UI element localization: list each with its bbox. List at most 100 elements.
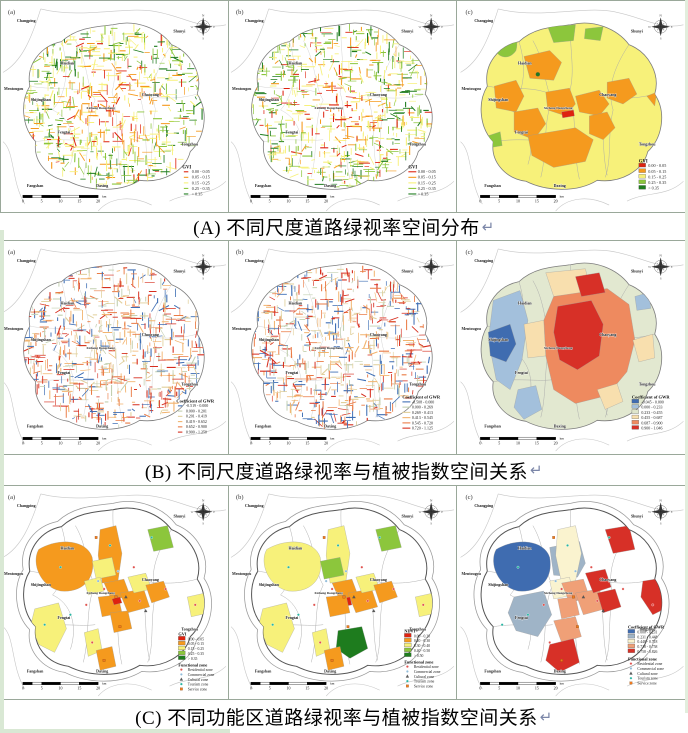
district-label: Daxing <box>324 423 336 428</box>
district-label: Fangshan <box>27 668 44 673</box>
svg-text:Cultural zone: Cultural zone <box>188 678 209 682</box>
svg-text:5: 5 <box>41 441 43 446</box>
compass-icon: N E S W <box>648 14 673 41</box>
svg-text:km: km <box>102 682 107 686</box>
district-label: Haidian <box>518 545 532 550</box>
outer-boundary <box>16 501 212 682</box>
district-label: Mentougou <box>4 86 24 91</box>
svg-text:> 0.35: > 0.35 <box>648 185 659 190</box>
svg-text:S: S <box>430 277 432 281</box>
district-boundaries <box>257 24 426 180</box>
svg-text:Coefficient of GWR: Coefficient of GWR <box>632 395 671 400</box>
figure-row-B: Changping Shunyi Haidian Mentougou Shijingsh… <box>0 240 688 455</box>
map-canvas-B-b: Changping Shunyi Haidian Mentougou Shijingsh… <box>230 248 455 452</box>
district-label: Fengtai <box>515 130 529 135</box>
svg-text:W: W <box>419 25 422 29</box>
district-label: Shijingshan <box>488 337 509 342</box>
district-label: Changping <box>17 503 36 508</box>
district-label: Chaoyang <box>370 577 387 582</box>
panel-letter: (a) <box>8 494 15 501</box>
svg-text:S: S <box>202 277 204 281</box>
svg-text:0.652 - 0.900: 0.652 - 0.900 <box>186 424 207 429</box>
district-label: Shijingshan <box>488 582 509 587</box>
svg-text:Tourism zone: Tourism zone <box>188 683 209 687</box>
svg-text:20: 20 <box>324 199 328 204</box>
svg-text:0.40 - 0.50: 0.40 - 0.50 <box>414 649 430 653</box>
svg-text:W: W <box>191 25 194 29</box>
district-label: Shunyi <box>173 269 186 274</box>
caption-B-text: (B) 不同尺度道路绿视率与植被指数空间关系 <box>144 461 528 483</box>
map-panel-C-c: Changping Shunyi Haidian Mentougou Shijingsh… <box>456 485 688 700</box>
district-label: Changping <box>245 18 264 23</box>
svg-text:Residential zone: Residential zone <box>414 665 439 669</box>
district-label: Mentougou <box>232 86 252 91</box>
svg-text:10: 10 <box>516 199 520 204</box>
svg-text:W: W <box>191 510 194 514</box>
district-label: Fengtai <box>515 370 529 375</box>
district-label: Mentougou <box>232 326 252 331</box>
district-label: Daxing <box>324 183 336 188</box>
svg-text:N: N <box>202 14 205 18</box>
svg-text:N: N <box>659 254 662 258</box>
compass-icon: N E S W <box>419 254 444 281</box>
panel-letter: (a) <box>8 9 15 16</box>
road-network <box>251 23 433 189</box>
svg-text:15: 15 <box>77 686 81 691</box>
svg-text:10: 10 <box>59 199 63 204</box>
svg-text:5: 5 <box>269 686 271 691</box>
svg-text:20: 20 <box>96 686 100 691</box>
svg-text:> 0.35: > 0.35 <box>192 191 203 196</box>
caption-A-text: (A) 不同尺度道路绿视率空间分布 <box>193 218 480 239</box>
svg-text:0: 0 <box>22 199 24 204</box>
svg-text:N: N <box>202 499 205 503</box>
paragraph-mark: ↵ <box>481 217 495 236</box>
district-label: Changping <box>245 503 264 508</box>
svg-text:0.00 - 0.05: 0.00 - 0.05 <box>648 163 666 168</box>
svg-text:0.00 - 0.20: 0.00 - 0.20 <box>414 634 430 638</box>
compass-icon: N E S W <box>419 14 444 41</box>
svg-text:0.05 - 0.15: 0.05 - 0.15 <box>188 642 204 646</box>
district-label: Tongzhou <box>409 142 426 147</box>
svg-text:0.25 - 0.35: 0.25 - 0.35 <box>192 186 210 191</box>
panel-letter: (b) <box>236 494 244 501</box>
compass-icon: N E S W <box>648 499 673 526</box>
svg-text:0.758 - 0.826: 0.758 - 0.826 <box>637 650 657 654</box>
svg-text:10: 10 <box>59 441 63 446</box>
svg-text:W: W <box>419 265 422 269</box>
district-labels: Changping Shunyi Haidian Mentougou Shijingsh… <box>4 258 199 429</box>
svg-text:km: km <box>102 437 107 441</box>
district-label: Haidian <box>61 300 75 305</box>
svg-text:15: 15 <box>305 686 309 691</box>
road-network <box>251 264 433 430</box>
district-label: Xicheng Dongcheng <box>314 106 343 110</box>
district-label: Shijingshan <box>259 97 280 102</box>
svg-text:Residential zone: Residential zone <box>188 668 213 672</box>
district-label: Shunyi <box>401 269 414 274</box>
district-label: Haidian <box>518 60 532 65</box>
district-label: Xicheng Dongcheng <box>544 591 573 595</box>
svg-text:Service zone: Service zone <box>188 687 208 691</box>
district-label: Fangshan <box>484 668 501 673</box>
district-label: Shunyi <box>401 29 414 34</box>
svg-text:S: S <box>430 522 432 526</box>
district-label: Tongzhou <box>639 627 656 632</box>
svg-text:Functional zone: Functional zone <box>404 659 433 664</box>
district-label: Mentougou <box>462 571 482 576</box>
svg-text:20: 20 <box>324 441 328 446</box>
svg-text:Service zone: Service zone <box>637 682 657 686</box>
svg-text:W: W <box>648 510 651 514</box>
district-label: Mentougou <box>4 326 24 331</box>
panel-letter: (c) <box>466 9 473 16</box>
svg-text:Service zone: Service zone <box>414 685 434 689</box>
district-label: Shijingshan <box>259 582 280 587</box>
svg-text:km: km <box>560 682 565 686</box>
district-label: Tongzhou <box>409 627 426 632</box>
district-label: Xicheng Dongcheng <box>544 106 573 110</box>
district-label: Mentougou <box>462 326 482 331</box>
district-labels: Changping Shunyi Haidian Mentougou Shijingsh… <box>232 258 427 429</box>
district-label: Tongzhou <box>181 627 198 632</box>
district-label: Shunyi <box>173 514 186 519</box>
